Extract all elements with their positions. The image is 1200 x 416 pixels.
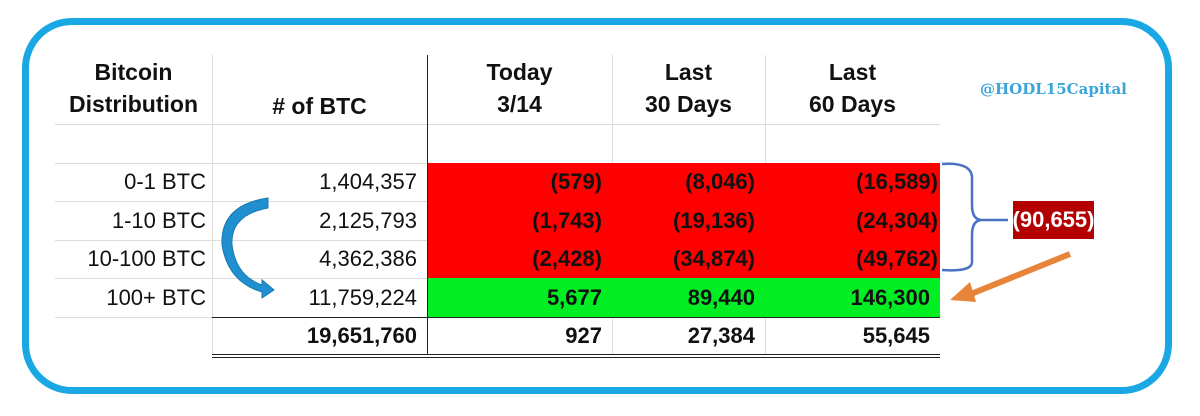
last60-value: 146,300 — [850, 284, 930, 310]
total-last60: 55,645 — [862, 323, 930, 348]
row-label: 10-100 BTC — [87, 246, 206, 271]
row-label: 1-10 BTC — [111, 207, 206, 233]
grid-line — [765, 55, 766, 163]
last60-value: (16,589) — [856, 169, 938, 194]
grid-line — [55, 163, 427, 164]
last60-value: (24,304) — [856, 207, 938, 233]
total-today: 927 — [565, 323, 602, 348]
grid-line — [765, 317, 766, 355]
grid-line — [55, 124, 940, 125]
double-underline-bottom — [212, 357, 940, 358]
double-underline-top — [212, 354, 940, 355]
last60-value: (49,762) — [856, 246, 938, 271]
header-today: Today 3/14 — [486, 59, 553, 117]
grid-line — [212, 55, 213, 355]
last30-value: 89,440 — [687, 284, 755, 310]
last30-value: (8,046) — [685, 169, 755, 194]
btc-value: 4,362,386 — [319, 246, 417, 271]
grid-line — [612, 317, 613, 355]
row-label: 100+ BTC — [106, 284, 206, 310]
row-label: 0-1 BTC — [124, 169, 206, 194]
today-value: (579) — [550, 169, 602, 194]
today-value: 5,677 — [546, 284, 602, 310]
btc-value: 11,759,224 — [308, 284, 417, 310]
btc-value: 1,404,357 — [319, 169, 417, 194]
last30-value: (19,136) — [673, 207, 755, 233]
grid-line — [55, 317, 212, 318]
today-value: (1,743) — [532, 207, 602, 233]
divider-line — [427, 55, 428, 355]
rounded-frame — [22, 18, 1172, 394]
header-last-30: Last 30 Days — [645, 59, 732, 117]
grid-line — [612, 55, 613, 163]
today-value: (2,428) — [532, 246, 602, 271]
btc-value: 2,125,793 — [319, 207, 417, 233]
author-handle: @HODL15Capital — [980, 80, 1127, 98]
header-btc: # of BTC — [272, 93, 367, 119]
header-last-60: Last 60 Days — [809, 59, 896, 117]
total-last30: 27,384 — [687, 323, 755, 348]
sum-callout: (90,655) — [1013, 201, 1094, 239]
last30-value: (34,874) — [673, 246, 755, 271]
header-distribution: Bitcoin Distribution — [68, 59, 199, 117]
positive-region — [427, 278, 940, 317]
total-line — [212, 317, 940, 318]
negative-region — [427, 163, 940, 278]
total-btc: 19,651,760 — [306, 323, 417, 348]
